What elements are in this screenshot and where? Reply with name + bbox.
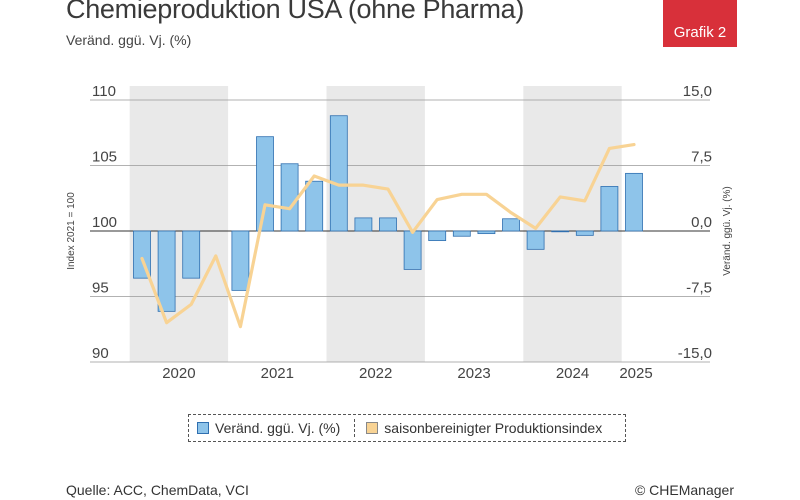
bar-2021-Q4 <box>305 180 324 232</box>
bar-2023-Q4 <box>502 218 520 232</box>
right-tick-4: -15,0 <box>678 345 712 362</box>
left-tick-2: 100 <box>92 214 117 231</box>
bar-2022-Q1 <box>329 115 348 232</box>
bar-2024-Q3 <box>575 230 594 236</box>
x-label-2021: 2021 <box>261 365 294 382</box>
left-axis-title: Index 2021 = 100 <box>66 192 77 270</box>
bar-2025-Q1 <box>625 172 643 232</box>
bar-2024-Q1 <box>526 230 545 250</box>
legend-label-line: saisonbereinigter Produktionsindex <box>384 420 603 436</box>
x-label-2023: 2023 <box>457 365 490 382</box>
legend-label-bars: Veränd. ggü. Vj. (%) <box>215 420 341 436</box>
chart-subtitle: Veränd. ggü. Vj. (%) <box>66 32 192 48</box>
x-label-2022: 2022 <box>359 365 392 382</box>
legend-item-bars: Veränd. ggü. Vj. (%) <box>197 420 340 436</box>
x-label-2024: 2024 <box>556 365 589 382</box>
bar-2022-Q3 <box>379 217 397 232</box>
x-label-2025: 2025 <box>619 365 652 382</box>
bar-2024-Q4 <box>600 186 619 232</box>
chart-area: 110 105 100 95 90 15,0 7,5 0,0 -7,5 -15,0 Index 20… <box>66 83 733 382</box>
bar-2021-Q1 <box>231 230 250 291</box>
bar-2023-Q3 <box>477 230 496 235</box>
left-tick-1: 105 <box>92 149 117 166</box>
legend-swatch-line <box>366 422 379 434</box>
copyright-note: © CHEManager <box>634 482 734 498</box>
chart-title: Chemieproduktion USA (ohne Pharma) <box>66 0 525 24</box>
legend-swatch-bars <box>197 422 209 434</box>
bar-2023-Q2 <box>452 230 471 237</box>
left-tick-3: 95 <box>92 280 109 297</box>
grafik-badge: Grafik 2 <box>663 19 737 47</box>
right-tick-1: 7,5 <box>691 149 712 166</box>
bar-2023-Q1 <box>428 230 447 242</box>
bar-2020-Q3 <box>182 230 201 279</box>
right-tick-0: 15,0 <box>683 83 712 100</box>
right-axis-title: Veränd. ggü. Vj. (%) <box>722 186 733 276</box>
left-tick-0: 110 <box>92 83 116 100</box>
line-series-produktionsindex <box>140 142 636 329</box>
legend-item-line: saisonbereinigter Produktionsindex <box>366 420 602 436</box>
badge-accent <box>663 0 737 19</box>
bar-2024-Q2 <box>551 230 570 233</box>
x-label-2020: 2020 <box>162 365 195 382</box>
bar-2020-Q2 <box>157 230 176 312</box>
legend-divider <box>354 419 356 437</box>
right-tick-3: -7,5 <box>686 280 712 297</box>
left-tick-4: 90 <box>92 345 109 362</box>
bar-2021-Q3 <box>280 163 299 232</box>
bar-2022-Q2 <box>354 217 373 232</box>
bar-2022-Q4 <box>403 230 422 270</box>
right-tick-2: 0,0 <box>691 214 712 231</box>
legend: Veränd. ggü. Vj. (%) saisonbereinigter P… <box>188 414 626 442</box>
band-2020 <box>129 86 229 362</box>
bar-2021-Q2 <box>256 136 274 232</box>
source-note: Quelle: ACC, ChemData, VCI <box>66 482 249 498</box>
